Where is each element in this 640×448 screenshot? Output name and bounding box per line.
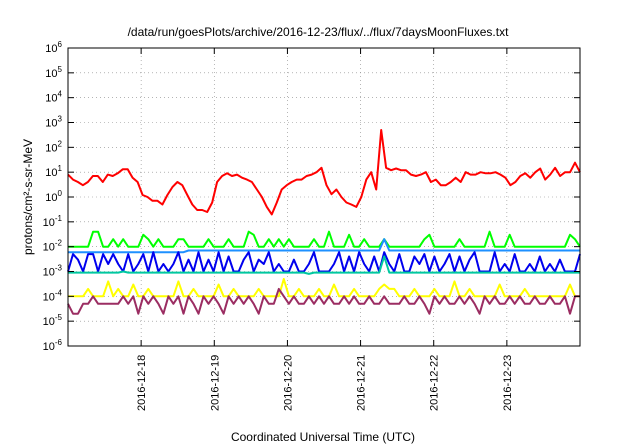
y-tick-label: 10-1 — [43, 214, 63, 229]
y-tick-label: 104 — [45, 90, 62, 105]
series-line — [68, 255, 580, 275]
grid — [68, 48, 580, 346]
y-tick-label: 100 — [45, 189, 62, 204]
series-line — [67, 251, 581, 273]
series-group — [67, 129, 581, 315]
x-tick-label: 2016-12-19 — [209, 355, 221, 411]
y-tick-label: 10-3 — [43, 264, 63, 279]
x-tick-label: 2016-12-20 — [282, 355, 294, 411]
series-line — [68, 230, 581, 248]
chart-title: /data/run/goesPlots/archive/2016-12-23/f… — [128, 25, 510, 39]
y-tick-label: 10-5 — [43, 313, 63, 328]
x-tick-label: 2016-12-22 — [429, 355, 441, 411]
series-line — [68, 278, 580, 298]
y-tick-label: 106 — [45, 40, 62, 55]
y-tick-label: 101 — [45, 164, 62, 179]
y-tick-label: 10-6 — [43, 338, 63, 353]
x-tick-label: 2016-12-21 — [356, 355, 368, 411]
x-axis-label: Coordinated Universal Time (UTC) — [231, 430, 415, 444]
y-tick-labels: 10-6 10-5 10-4 10-3 10-2 10-1 100 101 102 103 104 1… — [43, 40, 63, 353]
x-tick-labels: 2016-12-18 2016-12-19 2016-12-20 2016-12-21… — [136, 355, 514, 411]
series-line — [67, 129, 581, 216]
x-tick-label: 2016-12-23 — [502, 355, 514, 411]
y-axis-label: protons/cm²-s-sr-MeV — [21, 139, 35, 255]
y-tick-label: 103 — [45, 115, 62, 130]
y-tick-label: 105 — [45, 65, 62, 80]
axis-ticks — [68, 47, 580, 347]
x-tick-label: 2016-12-18 — [136, 355, 148, 411]
y-tick-label: 102 — [45, 139, 62, 154]
y-tick-label: 10-2 — [43, 239, 63, 254]
series-line — [67, 287, 580, 315]
y-tick-label: 10-4 — [43, 288, 63, 303]
